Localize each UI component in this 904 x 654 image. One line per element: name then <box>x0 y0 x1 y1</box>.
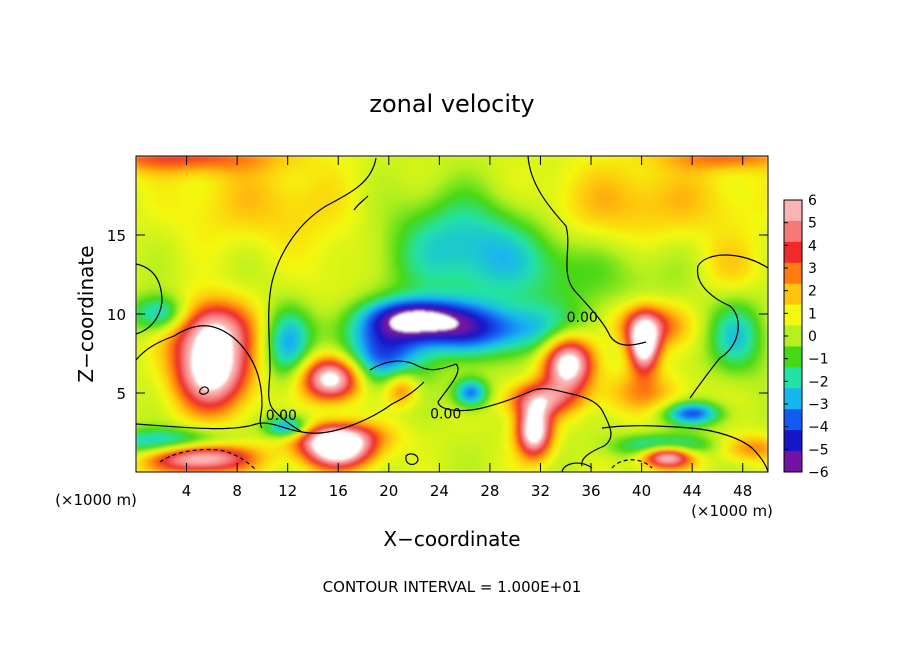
x-tick-label: 44 <box>683 482 702 500</box>
x-tick-label: 4 <box>182 482 192 500</box>
colorbar-tick-label: −3 <box>808 397 829 413</box>
colorbar-swatch <box>784 304 802 327</box>
zero-contour-left-small <box>199 386 209 395</box>
y-tick-label: 10 <box>107 306 126 324</box>
zero-contour-bottom-right <box>561 462 593 472</box>
x-tick-label: 20 <box>379 482 398 500</box>
zero-contour-left <box>136 263 163 335</box>
zero-contour-upper-arch <box>527 156 647 346</box>
colorbar-tick-label: −4 <box>808 420 829 436</box>
chart-title: zonal velocity <box>369 90 534 118</box>
negative-contour-dashed-left <box>159 448 257 471</box>
colorbar-swatch <box>784 388 802 410</box>
plot-area: 0.00 0.000.00 4 8 12 16 20 24 28 32 36 40 44 48 5101… <box>107 155 769 500</box>
y-tick-label: 5 <box>116 385 126 403</box>
x-tick-label: 16 <box>329 482 348 500</box>
x-tick-label: 48 <box>733 482 752 500</box>
colorbar-tick-label: −1 <box>808 352 829 368</box>
colorbar-swatch <box>784 367 802 389</box>
colorbar-tick-label: −2 <box>808 374 829 390</box>
colorbar-swatch <box>784 283 802 306</box>
x-axis-label: X−coordinate <box>383 527 520 551</box>
x-tick-label: 24 <box>430 482 449 500</box>
x-tick-label: 28 <box>480 482 499 500</box>
y-axis: 5 10 15 <box>107 227 768 403</box>
x-tick-label: 8 <box>232 482 242 500</box>
contour-label: 0.00 <box>266 408 297 424</box>
x-tick-label: 32 <box>531 482 550 500</box>
zero-contour-bottom-small <box>405 453 419 466</box>
x-axis: 4 8 12 16 20 24 28 32 36 40 44 48 <box>182 156 752 500</box>
negative-contour-dashed-right <box>611 459 653 469</box>
colorbar-swatch <box>784 409 802 431</box>
zero-contours <box>136 156 768 472</box>
y-tick-label: 15 <box>107 227 126 245</box>
x-unit-left: (×1000 m) <box>55 491 137 509</box>
zero-contour-main-outer <box>268 157 377 433</box>
colorbar-tick-label: 6 <box>808 193 817 209</box>
zero-contour-left-lower <box>136 325 263 429</box>
colorbar-tick-label: 1 <box>808 306 817 322</box>
zero-contour-main-lower <box>136 381 425 434</box>
x-tick-label: 40 <box>632 482 651 500</box>
colorbar-tick-label: 3 <box>808 261 817 277</box>
colorbar-swatch <box>784 346 802 368</box>
contour-labels: 0.00 0.00 0.00 <box>266 310 598 424</box>
colorbar-swatch <box>784 200 802 222</box>
colorbar-swatch <box>784 451 802 473</box>
colorbar-swatch <box>784 241 802 264</box>
colorbar-swatch <box>784 262 802 285</box>
x-unit-right: (×1000 m) <box>691 502 773 520</box>
contour-label: 0.00 <box>567 310 598 326</box>
zonal-velocity-field <box>136 156 768 472</box>
colorbar-tick-label: 5 <box>808 216 817 232</box>
zero-contour-top-notch <box>353 195 369 211</box>
zero-contour-right <box>689 254 768 399</box>
x-tick-label: 36 <box>581 482 600 500</box>
colorbar-swatch <box>784 430 802 452</box>
zero-contour-center <box>369 360 612 467</box>
colorbar: 6 5 4 3 2 1 0 −1 −2 −3 −4 −5 −6 <box>783 193 829 481</box>
contour-interval-note: CONTOUR INTERVAL = 1.000E+01 <box>323 578 582 596</box>
colorbar-tick-label: 4 <box>808 238 817 254</box>
colorbar-tick-label: −5 <box>808 442 829 458</box>
colorbar-swatch <box>784 220 802 243</box>
colorbar-tick-label: −6 <box>808 465 829 481</box>
zero-contour-right-lower <box>601 425 768 472</box>
colorbar-tick-label: 0 <box>808 329 817 345</box>
y-axis-label: Z−coordinate <box>74 245 98 382</box>
contour-label: 0.00 <box>430 407 461 423</box>
x-tick-label: 12 <box>278 482 297 500</box>
colorbar-swatch <box>784 325 802 347</box>
colorbar-tick-label: 2 <box>808 284 817 300</box>
